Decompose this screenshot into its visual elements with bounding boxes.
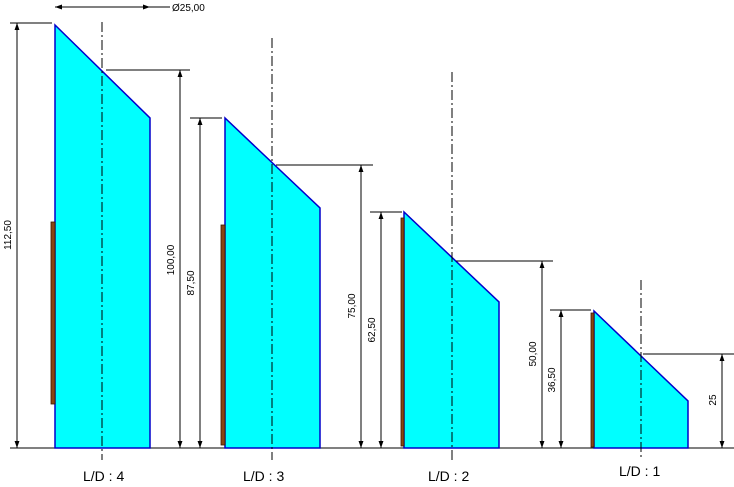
dim-label-36-50: 36,50	[547, 367, 558, 392]
specimen-ld3-lip	[220, 224, 226, 446]
specimen-ld1: 25 L/D : 1	[590, 280, 734, 479]
caption-ld1: L/D : 1	[619, 463, 660, 479]
specimen-ld2: 50,00 36,50 L/D : 2	[400, 72, 591, 484]
dim-label-62-50: 62,50	[367, 317, 378, 342]
specimen-ld3: 75,00 62,50 L/D : 3	[220, 38, 402, 484]
dim-label-25: 25	[708, 394, 719, 406]
dim-label-75-00: 75,00	[347, 293, 358, 318]
specimen-ld1-lip	[590, 312, 595, 448]
caption-ld4: L/D : 4	[83, 468, 124, 484]
specimen-ld4-lip	[50, 221, 56, 405]
specimen-ld2-lip	[400, 217, 405, 447]
specimen-ld4-body	[54, 23, 151, 449]
dim-label-100-00: 100,00	[166, 244, 177, 275]
dim-label-50-00: 50,00	[528, 341, 539, 366]
caption-ld3: L/D : 3	[243, 468, 284, 484]
dim-label-112-50: 112,50	[3, 220, 14, 250]
specimen-ld4: Ø25,00 112,50 100,00 87,50 L/D : 4	[3, 3, 222, 484]
dim-label-87-50: 87,50	[186, 270, 197, 295]
caption-ld2: L/D : 2	[428, 468, 469, 484]
top-diameter-label: Ø25,00	[172, 3, 205, 14]
